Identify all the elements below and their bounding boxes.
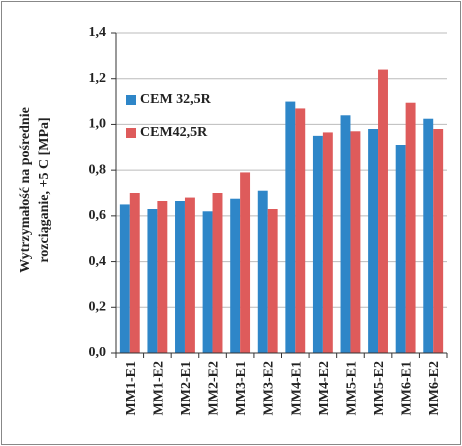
bar: [368, 129, 379, 353]
x-tick-label: MM2-E1: [179, 361, 194, 415]
bar: [184, 197, 195, 353]
x-tick-label: MM2-E2: [207, 361, 222, 415]
bar: [433, 129, 444, 353]
y-tick-label: 0,4: [89, 254, 107, 269]
x-tick-label: MM3-E1: [234, 361, 249, 415]
bar: [322, 132, 333, 353]
x-tick-label: MM4-E1: [289, 361, 304, 415]
bar: [350, 131, 361, 353]
bar: [378, 69, 388, 354]
y-tick-label: 1,2: [89, 71, 107, 86]
y-axis-title: Wytrzymałość na pośrednie: [18, 107, 33, 273]
y-tick-label: 1,0: [89, 117, 107, 132]
legend-swatch: [126, 95, 136, 105]
y-tick-label: 0,8: [89, 162, 107, 177]
x-tick-label: MM1-E2: [151, 361, 166, 415]
bar: [129, 193, 140, 353]
y-axis-title: rozciąganie, +5 C [MPa]: [37, 117, 52, 262]
y-tick-label: 0,2: [89, 300, 107, 315]
x-tick-label: MM3-E2: [262, 361, 277, 415]
bar: [212, 193, 223, 353]
y-tick-label: 0,0: [89, 345, 107, 360]
y-tick-label: 0,6: [89, 208, 107, 223]
bar: [405, 102, 416, 353]
bar: [285, 101, 296, 353]
bar: [202, 211, 213, 353]
bar: [240, 172, 251, 353]
bar: [295, 108, 306, 353]
bar: [230, 198, 241, 353]
x-tick-label: MM1-E1: [124, 361, 139, 415]
x-tick-label: MM5-E1: [344, 361, 359, 415]
x-tick-label: MM6-E1: [400, 361, 415, 415]
bar: [119, 204, 130, 353]
x-tick-label: MM5-E2: [372, 361, 387, 415]
legend-label: CEM 32,5R: [140, 92, 212, 107]
bar: [340, 115, 351, 354]
y-tick-label: 1,4: [89, 25, 107, 40]
bar: [175, 201, 185, 353]
bar: [157, 201, 168, 353]
bar: [257, 190, 268, 353]
bar: [147, 209, 158, 353]
bar: [395, 145, 406, 353]
legend-label: CEM42,5R: [140, 125, 208, 140]
x-tick-label: MM4-E2: [317, 361, 332, 415]
bar: [423, 118, 434, 353]
bar: [312, 135, 323, 353]
x-tick-label: MM6-E2: [427, 361, 442, 415]
bar: [267, 209, 278, 353]
legend-swatch: [126, 128, 136, 138]
